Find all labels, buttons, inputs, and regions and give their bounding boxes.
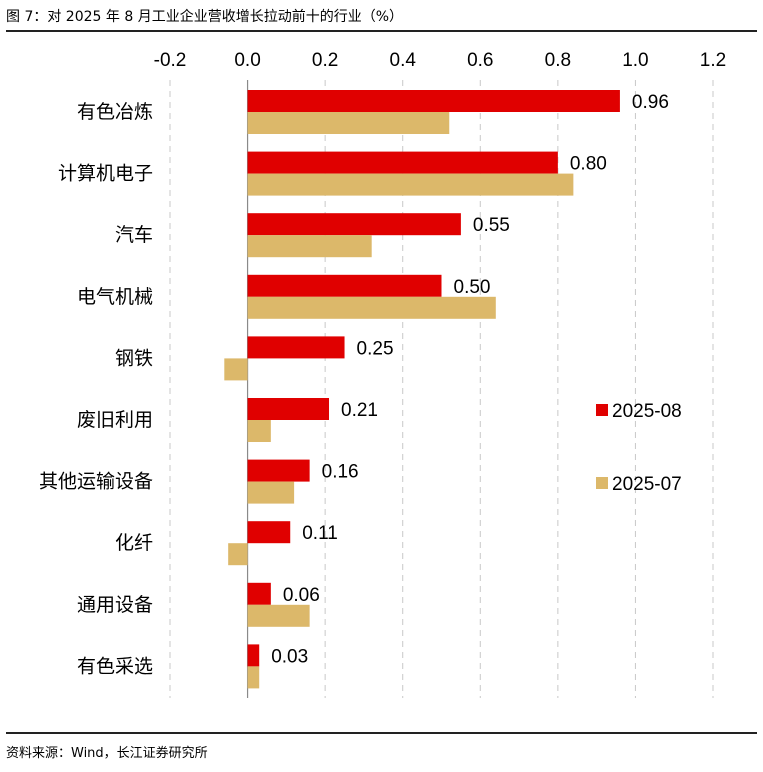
bar-2025-07: [247, 296, 496, 319]
x-tick-label: -0.2: [154, 50, 187, 71]
data-label: 0.11: [302, 523, 338, 544]
legend-2025-07-label: 2025-07: [612, 474, 682, 495]
bar-2025-07: [247, 420, 271, 442]
data-label: 0.50: [454, 277, 491, 298]
data-label: 0.16: [322, 462, 359, 483]
data-label: 0.06: [283, 585, 320, 606]
bar-2025-08: [247, 582, 271, 605]
bottom-rule: [6, 732, 757, 734]
bar-2025-07: [228, 543, 248, 566]
category-label: 钢铁: [115, 347, 153, 369]
bar-2025-07: [247, 173, 574, 196]
data-label: 0.25: [357, 338, 394, 359]
bar-2025-08: [247, 644, 260, 667]
category-label: 废旧利用: [77, 409, 153, 431]
bar-2025-07: [247, 604, 310, 627]
bar-2025-08: [247, 274, 442, 297]
legend-2025-08-label: 2025-08: [612, 401, 682, 422]
legend-2025-08-swatch: [596, 404, 608, 416]
category-label: 有色冶炼: [77, 101, 153, 123]
x-tick-label: 0.8: [545, 50, 571, 71]
bar-2025-08: [247, 521, 291, 544]
bar-2025-08: [247, 398, 330, 420]
bar-2025-08: [247, 213, 461, 236]
bar-2025-07: [247, 112, 450, 134]
data-label: 0.80: [570, 154, 607, 175]
category-label: 有色采选: [77, 655, 153, 677]
bar-2025-07: [224, 358, 248, 381]
bar-2025-08: [247, 336, 345, 359]
x-tick-label: 1.0: [622, 50, 648, 71]
bar-2025-07: [247, 666, 260, 689]
data-label: 0.55: [473, 215, 510, 236]
bar-2025-08: [247, 90, 620, 112]
category-label: 计算机电子: [58, 163, 153, 185]
legend-2025-07-swatch: [596, 477, 608, 489]
x-tick-label: 0.6: [467, 50, 493, 71]
figure-title: 图 7：对 2025 年 8 月工业企业营收增长拉动前十的行业（%）: [6, 9, 403, 25]
x-tick-label: 1.2: [700, 50, 726, 71]
x-tick-label: 0.4: [390, 50, 417, 71]
data-label: 0.03: [271, 646, 308, 667]
bar-2025-07: [247, 235, 372, 258]
category-label: 化纤: [115, 532, 153, 554]
data-label: 0.96: [632, 92, 669, 113]
x-tick-label: 0.0: [234, 50, 260, 71]
bar-2025-07: [247, 481, 295, 504]
category-label: 通用设备: [77, 594, 153, 616]
category-label: 电气机械: [77, 286, 153, 308]
bar-2025-08: [247, 151, 558, 174]
data-label: 0.21: [341, 400, 378, 421]
x-tick-label: 0.2: [312, 50, 338, 71]
top-rule: [6, 30, 757, 32]
bar-2025-08: [247, 459, 310, 482]
source-note: 资料来源：Wind，长江证券研究所: [6, 746, 208, 761]
category-label: 其他运输设备: [39, 471, 153, 493]
category-label: 汽车: [115, 224, 153, 246]
